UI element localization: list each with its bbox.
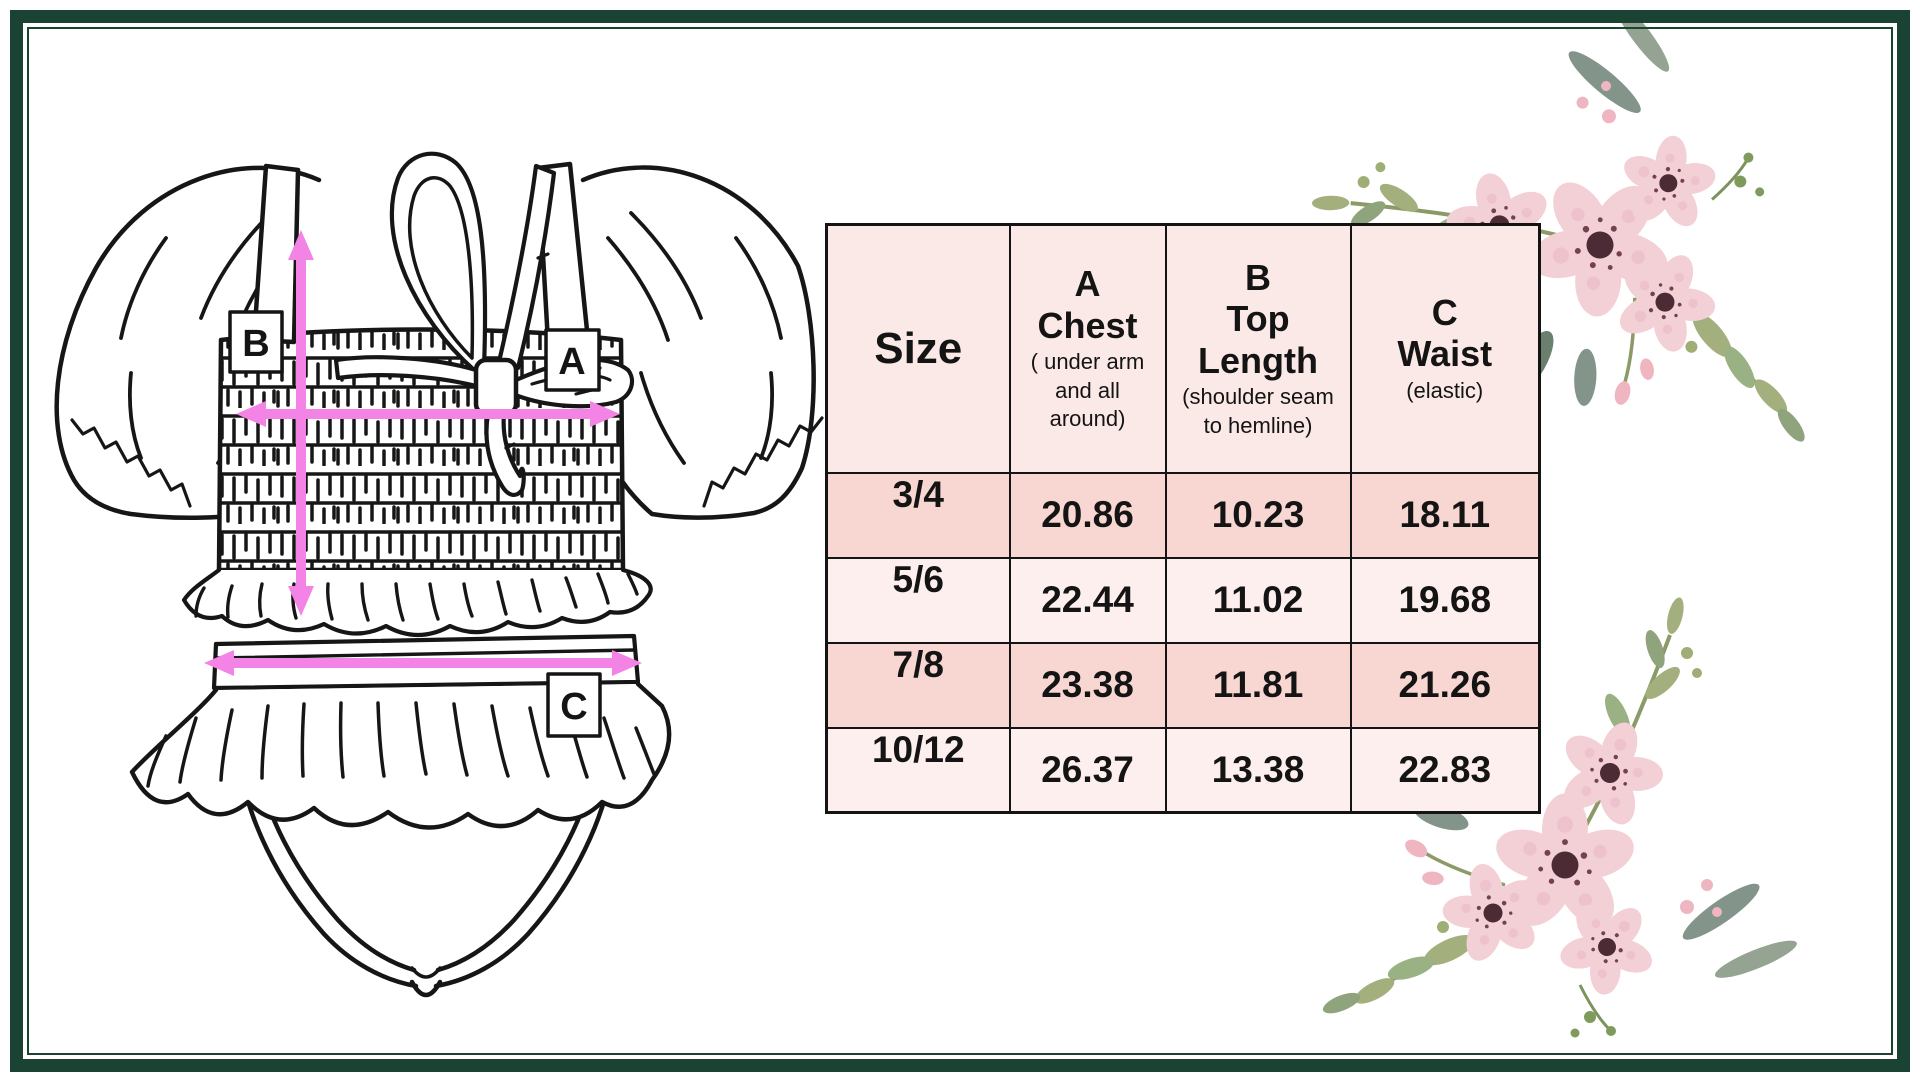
table-row: 5/6 22.44 11.02 19.68 <box>825 556 1541 644</box>
cell-chest: 23.38 <box>1008 641 1167 729</box>
column-title: Size <box>874 323 963 373</box>
column-subtitle: ( under arm and all around) <box>1030 349 1145 432</box>
column-subtitle: (shoulder seam to hemline) <box>1182 384 1334 438</box>
column-title: Top Length <box>1198 298 1318 381</box>
header-cell-waist: C Waist (elastic) <box>1349 223 1541 474</box>
header-cell-size: Size <box>825 223 1011 474</box>
column-letter: A <box>1074 263 1101 305</box>
top-ruffle <box>181 567 653 637</box>
cell-size: 5/6 <box>825 556 1011 644</box>
column-subtitle: (elastic) <box>1406 377 1484 403</box>
arrow-a-horizontal <box>236 401 620 427</box>
cell-top-length: 13.38 <box>1164 726 1352 814</box>
size-chart-table: Size A Chest ( under arm and all around)… <box>825 223 1541 814</box>
cell-top-length: 10.23 <box>1164 471 1352 559</box>
cell-size: 3/4 <box>825 471 1011 559</box>
swimsuit-illustration: B A C <box>54 151 824 998</box>
cell-waist: 18.11 <box>1349 471 1541 559</box>
cell-waist: 22.83 <box>1349 726 1541 814</box>
measure-labels: B A C <box>228 310 602 738</box>
cell-waist: 19.68 <box>1349 556 1541 644</box>
label-box-c: C <box>546 672 602 738</box>
table-row: 10/12 26.37 13.38 22.83 <box>825 726 1541 814</box>
arrow-b-vertical <box>288 230 314 616</box>
label-a: A <box>558 341 585 383</box>
column-title: Chest <box>1037 304 1138 346</box>
cell-top-length: 11.81 <box>1164 641 1352 729</box>
cell-chest: 22.44 <box>1008 556 1167 644</box>
table-row: 7/8 23.38 11.81 21.26 <box>825 641 1541 729</box>
measurement-arrows <box>204 230 642 676</box>
cell-top-length: 11.02 <box>1164 556 1352 644</box>
cell-waist: 21.26 <box>1349 641 1541 729</box>
header-cell-top-length: B Top Length (shoulder seam to hemline) <box>1164 223 1352 474</box>
label-b: B <box>242 323 269 365</box>
column-letter: B <box>1245 257 1271 299</box>
table-row: 3/4 20.86 10.23 18.11 <box>825 471 1541 559</box>
header-cell-chest: A Chest ( under arm and all around) <box>1008 223 1167 474</box>
column-title: Waist <box>1397 333 1493 375</box>
label-c: C <box>560 686 587 728</box>
column-letter: C <box>1431 292 1458 334</box>
cell-chest: 26.37 <box>1008 726 1167 814</box>
cell-size: 10/12 <box>825 726 1011 814</box>
skirt-ruffle <box>129 681 672 830</box>
arrow-c-horizontal <box>204 650 642 676</box>
cell-chest: 20.86 <box>1008 471 1167 559</box>
cell-size: 7/8 <box>825 641 1011 729</box>
label-box-a: A <box>544 328 601 392</box>
header-row: Size A Chest ( under arm and all around)… <box>825 223 1541 474</box>
label-box-b: B <box>228 310 284 374</box>
